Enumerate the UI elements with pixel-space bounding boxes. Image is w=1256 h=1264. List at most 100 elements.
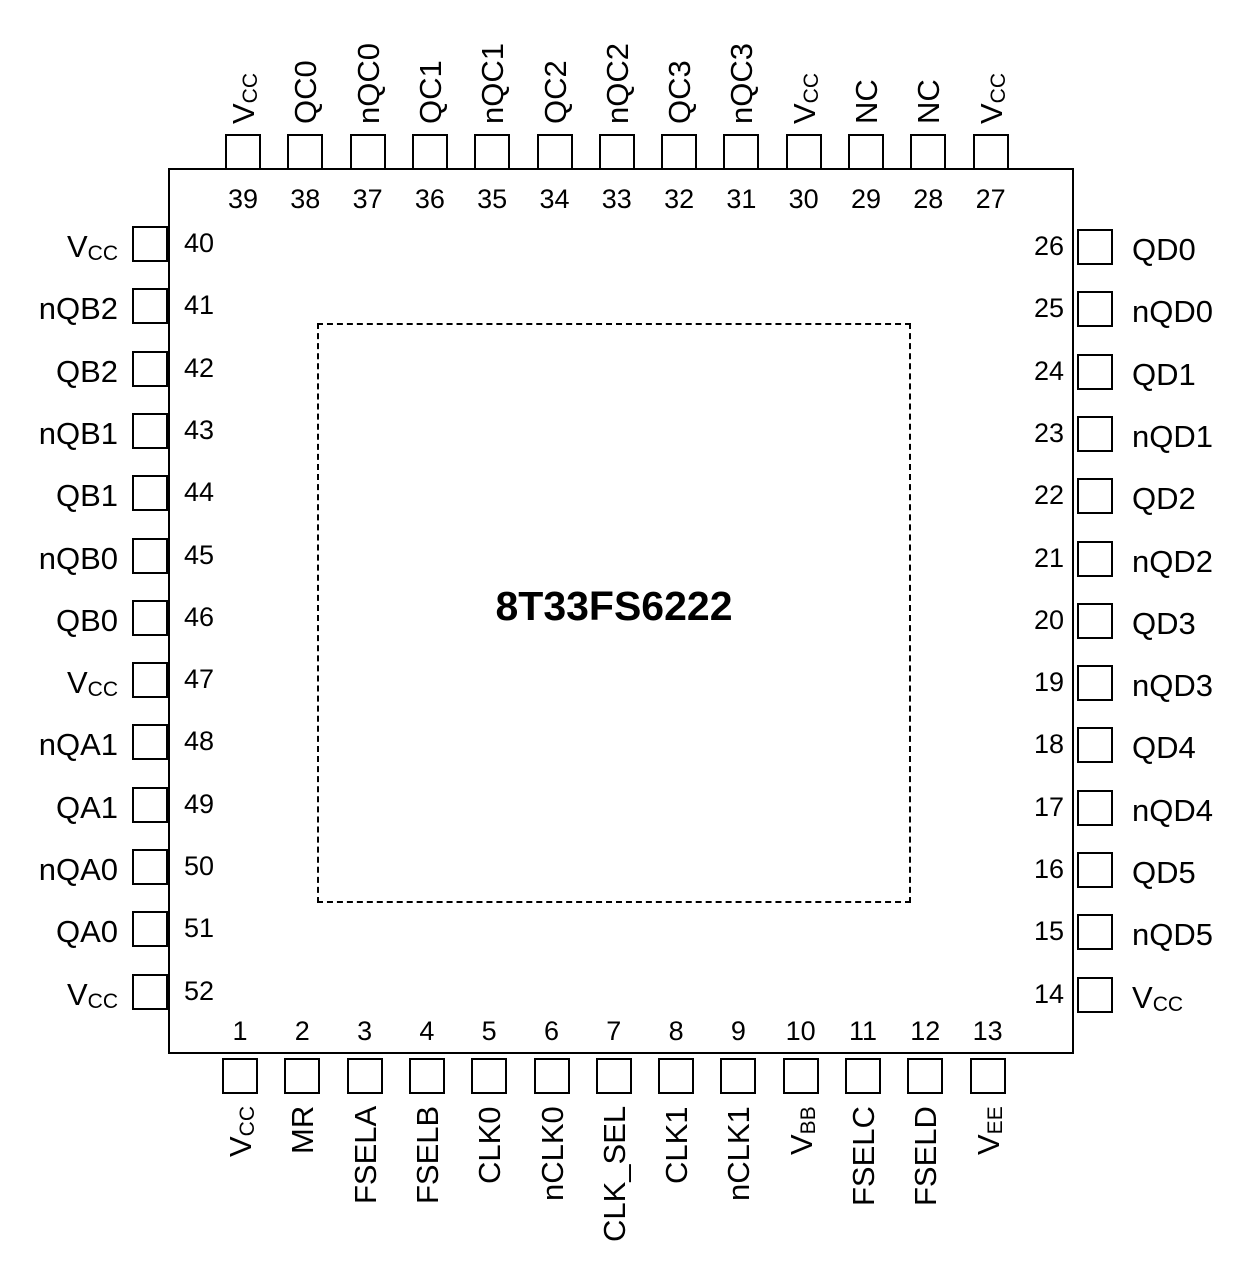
- pin-number: 7: [606, 1016, 622, 1046]
- pin-number: 43: [184, 414, 215, 445]
- pin-pad-right: [1077, 914, 1113, 951]
- pin-label: QB2: [55, 353, 118, 389]
- pin-pad-bottom: [782, 1058, 819, 1094]
- pin-number: 38: [290, 184, 321, 214]
- pin-name: nQD4: [1132, 792, 1213, 828]
- pin-pad-right: [1077, 291, 1113, 328]
- pin-number: 5: [481, 1016, 497, 1046]
- pin-label: VCC: [223, 1105, 265, 1157]
- pin-number: 50: [184, 851, 215, 881]
- pin-name: FSELA: [347, 1105, 383, 1204]
- pin-name: QC0: [288, 60, 324, 124]
- pin-name-subscript: CC: [87, 989, 118, 1013]
- pin-pad-right: [1077, 789, 1113, 826]
- pin-label: nQA0: [39, 853, 118, 887]
- pin-name: QB2: [55, 353, 118, 389]
- pin-number: 35: [477, 184, 508, 214]
- pin-label: MR: [285, 1106, 320, 1154]
- pin-pad-top: [349, 134, 386, 170]
- pin-label: nQC1: [475, 43, 511, 124]
- pin-pad-right: [1077, 229, 1113, 265]
- pin-pad-left: [132, 226, 168, 262]
- pin-number: 47: [184, 664, 215, 695]
- pin-number: 4: [419, 1016, 435, 1046]
- pin-label: VCC: [787, 73, 829, 124]
- pin-name: CLK0: [472, 1106, 508, 1184]
- pin-pad-bottom: [346, 1058, 383, 1094]
- pin-label: QA0: [56, 915, 118, 949]
- pin-label: NC: [911, 79, 947, 124]
- pin-name: QB1: [55, 478, 118, 514]
- pin-number: 11: [848, 1016, 878, 1046]
- pin-number: 8: [668, 1016, 684, 1046]
- pin-name: nQC0: [350, 43, 386, 124]
- pin-name: V: [973, 103, 1009, 124]
- pin-pad-left: [132, 662, 168, 699]
- pin-label: VCC: [67, 230, 118, 271]
- pin-name-subscript: CC: [986, 72, 1010, 104]
- pin-label: QC3: [662, 60, 698, 124]
- pin-name: nQC1: [475, 43, 511, 124]
- pin-label: CLK_SEL: [597, 1106, 632, 1242]
- pin-pad-right: [1077, 727, 1113, 764]
- pin-pad-top: [723, 134, 760, 170]
- pin-label: QD5: [1132, 856, 1196, 890]
- pin-pad-left: [132, 724, 168, 761]
- pin-pad-left: [132, 475, 168, 512]
- pin-number: 20: [1033, 604, 1064, 635]
- pin-number: 17: [1033, 791, 1064, 822]
- pin-name-subscript: CC: [1152, 992, 1184, 1016]
- pin-label: nQC2: [600, 43, 635, 124]
- pin-pad-left: [132, 412, 168, 449]
- pin-pad-top: [225, 134, 261, 170]
- pin-pad-bottom: [658, 1058, 695, 1094]
- pin-number: 3: [357, 1016, 373, 1046]
- pin-number: 19: [1033, 667, 1064, 698]
- pin-name-subscript: EE: [983, 1106, 1007, 1135]
- pin-number: 2: [294, 1016, 310, 1046]
- pin-pad-left: [132, 786, 168, 823]
- pin-pad-top: [536, 134, 573, 170]
- pin-number: 14: [1033, 978, 1064, 1009]
- pin-label: nQC3: [724, 43, 759, 124]
- pin-name: QC3: [662, 60, 698, 124]
- pin-name: V: [66, 229, 88, 264]
- pin-label: nQC0: [350, 43, 386, 124]
- pin-number: 15: [1033, 916, 1064, 947]
- pin-number: 32: [664, 184, 695, 214]
- pin-pad-left: [132, 288, 168, 325]
- pin-number: 24: [1033, 355, 1064, 386]
- pin-label: QC1: [412, 60, 448, 124]
- pin-label: VBB: [784, 1106, 826, 1155]
- pin-name: NC: [911, 79, 947, 124]
- pin-label: QC2: [538, 60, 573, 124]
- pin-name: V: [66, 976, 88, 1012]
- pin-number: 45: [184, 539, 215, 570]
- pin-name: CLK1: [659, 1106, 695, 1184]
- pin-label: nQB1: [39, 416, 118, 451]
- pin-pad-right: [1077, 665, 1113, 702]
- pin-number: 36: [414, 184, 445, 214]
- pin-name: nQD5: [1132, 917, 1213, 953]
- exposed-pad-outline: [317, 323, 911, 903]
- pin-pad-bottom: [284, 1058, 321, 1094]
- pin-label: FSELB: [410, 1106, 445, 1204]
- chip-package-outline: [168, 168, 1074, 1054]
- pin-number: 42: [184, 352, 215, 383]
- pin-label: QB1: [56, 479, 118, 513]
- pin-number: 16: [1033, 854, 1064, 884]
- pin-name-subscript: CC: [236, 1105, 259, 1137]
- pin-pad-bottom: [533, 1058, 570, 1094]
- pin-pad-left: [132, 350, 168, 387]
- pin-label: nQD2: [1132, 544, 1213, 579]
- pin-label: VCC: [973, 72, 1016, 124]
- pin-name: nQA1: [38, 727, 118, 763]
- pin-name: QD5: [1132, 855, 1196, 890]
- pin-name: QA0: [55, 914, 118, 950]
- pin-pad-bottom: [969, 1058, 1006, 1094]
- pin-pad-right: [1077, 976, 1113, 1013]
- pin-number: 49: [184, 788, 215, 819]
- pin-name: nQA0: [38, 852, 118, 887]
- pin-pad-left: [132, 973, 168, 1010]
- pin-name: QC1: [412, 60, 448, 124]
